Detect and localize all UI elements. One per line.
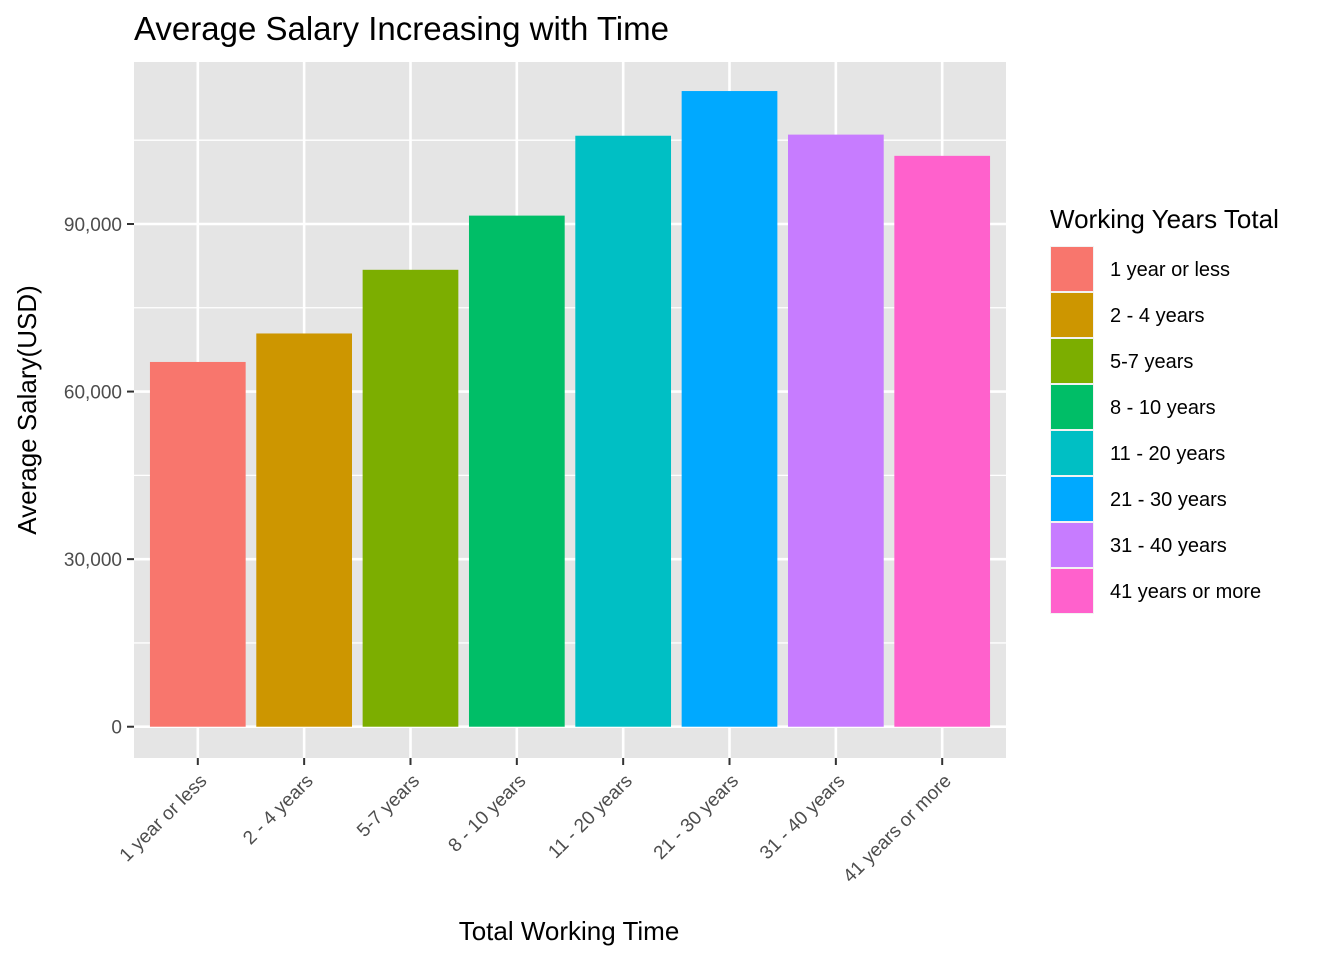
x-axis: 1 year or less 2 - 4 years 5-7 years 8 - 10… (116, 758, 956, 887)
legend-swatch (1051, 477, 1093, 521)
x-tick-label: 5-7 years (353, 771, 424, 842)
y-tick-label: 60,000 (64, 383, 122, 404)
y-axis: 0 30,000 60,000 90,000 (64, 215, 134, 739)
legend: Working Years Total 1 year or less 2 - 4 … (1050, 204, 1279, 614)
legend-items: 1 year or less 2 - 4 years 5-7 years 8 - 10… (1050, 246, 1261, 614)
legend-label: 2 - 4 years (1110, 305, 1204, 327)
legend-swatch (1051, 523, 1093, 567)
x-tick-label: 1 year or less (116, 771, 211, 866)
legend-swatch (1051, 431, 1093, 475)
chart-title: Average Salary Increasing with Time (134, 10, 669, 47)
bar (468, 215, 565, 727)
legend-label: 31 - 40 years (1110, 535, 1227, 557)
y-tick-label: 30,000 (64, 550, 122, 571)
x-axis-title: Total Working Time (459, 916, 680, 946)
legend-label: 8 - 10 years (1110, 397, 1216, 419)
legend-title: Working Years Total (1050, 204, 1279, 234)
y-axis-title: Average Salary(USD) (12, 285, 42, 535)
legend-label: 1 year or less (1110, 259, 1230, 281)
legend-swatch (1051, 247, 1093, 291)
x-tick-label: 31 - 40 years (756, 771, 849, 864)
legend-swatch (1051, 569, 1093, 613)
bar (894, 155, 991, 727)
legend-swatch (1051, 385, 1093, 429)
x-tick-label: 41 years or more (839, 771, 955, 887)
legend-label: 11 - 20 years (1110, 443, 1225, 465)
bar (575, 135, 672, 727)
bars (149, 91, 991, 727)
legend-swatch (1051, 293, 1093, 337)
legend-label: 21 - 30 years (1110, 489, 1227, 511)
y-tick-label: 90,000 (64, 215, 122, 236)
bar (362, 269, 459, 727)
x-tick-label: 8 - 10 years (445, 771, 531, 857)
legend-swatch (1051, 339, 1093, 383)
bar (256, 333, 352, 727)
legend-label: 41 years or more (1110, 581, 1261, 603)
bar (681, 91, 778, 727)
x-tick-label: 21 - 30 years (650, 771, 743, 864)
bar (149, 361, 246, 727)
x-tick-label: 11 - 20 years (544, 771, 636, 863)
bar (788, 134, 884, 727)
x-tick-label: 2 - 4 years (239, 771, 317, 849)
legend-label: 5-7 years (1110, 351, 1193, 373)
y-tick-label: 0 (111, 718, 122, 739)
